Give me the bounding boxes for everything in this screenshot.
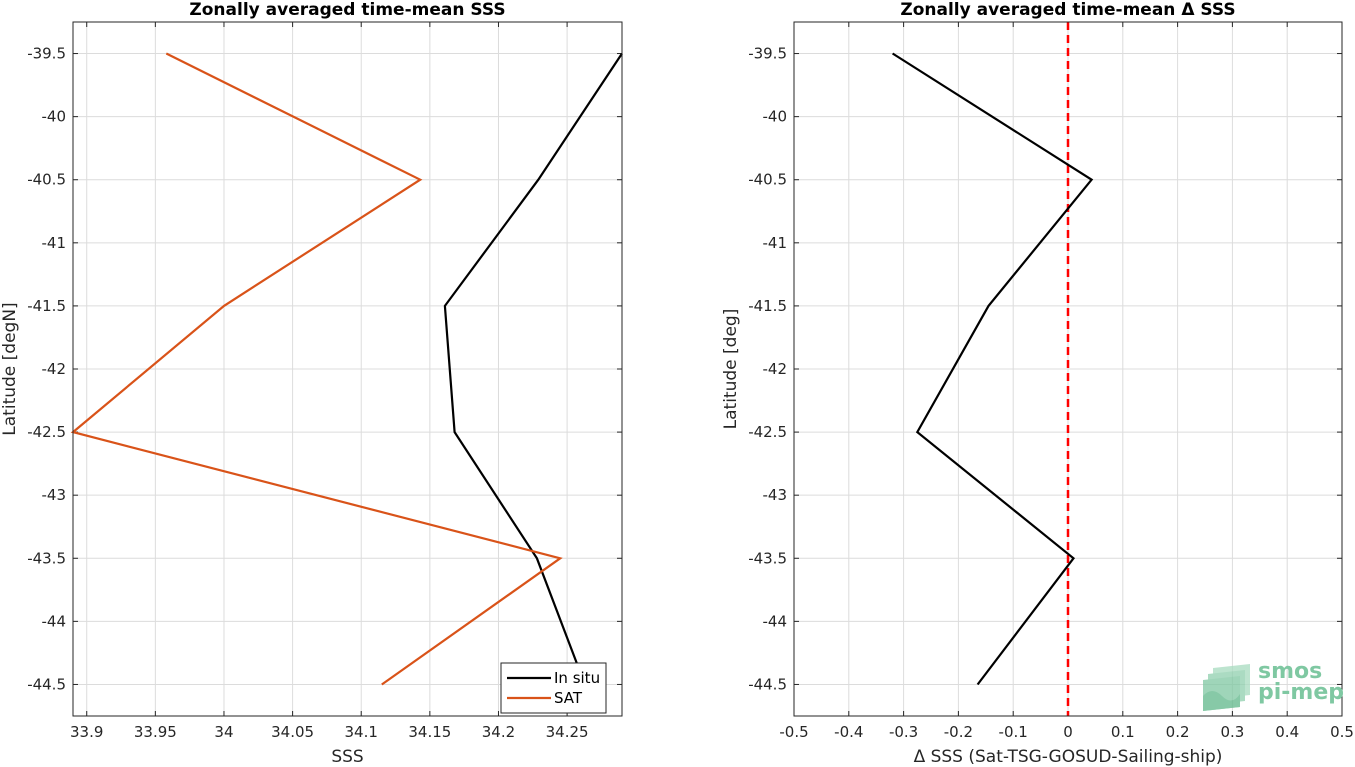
smos-pi-mep-logo: smos pi-mep — [1203, 659, 1344, 711]
legend-box — [500, 662, 607, 714]
series-line-0 — [892, 52, 1094, 686]
chart-title: Zonally averaged time-mean SSS — [189, 0, 505, 20]
x-tick-label: 0.4 — [1275, 723, 1299, 741]
x-tick-label: 33.95 — [134, 723, 177, 741]
y-tick-label: -43.5 — [748, 549, 787, 567]
y-tick-label: -42.5 — [27, 423, 66, 441]
axes-frame — [793, 21, 1343, 717]
y-tick-label: -42 — [763, 360, 788, 378]
y-axis-label: Latitude [degN] — [0, 302, 20, 435]
x-axis-label: Δ SSS (Sat-TSG-GOSUD-Sailing-ship) — [914, 747, 1223, 767]
y-tick-label: -42.5 — [748, 423, 787, 441]
x-tick-label: -0.3 — [889, 723, 918, 741]
y-tick-label: -41 — [763, 234, 788, 252]
x-tick-label: 0.2 — [1166, 723, 1190, 741]
y-axis-label: Latitude [deg] — [721, 309, 741, 430]
legend: In situ SAT — [500, 662, 607, 714]
x-axis-label: SSS — [331, 747, 363, 767]
y-tick-label: -41.5 — [748, 297, 787, 315]
y-tick-label: -40.5 — [748, 171, 787, 189]
x-tick-label: 34.25 — [546, 723, 589, 741]
chart-title: Zonally averaged time-mean Δ SSS — [900, 0, 1235, 20]
axes-frame — [72, 21, 623, 717]
delta-sss-panel: -0.5 -0.4 -0.3 -0.2 -0.1 0 0.1 0.2 0.3 0.4 0.5 -39.… — [721, 0, 1354, 767]
x-tick-label: 34.15 — [408, 723, 451, 741]
x-tick-label: -0.5 — [779, 723, 808, 741]
y-tick-label: -40.5 — [27, 171, 66, 189]
logo-text-line2: pi-mep — [1258, 680, 1344, 705]
x-tick-label: -0.2 — [944, 723, 973, 741]
x-tick-label: 0.3 — [1220, 723, 1244, 741]
x-tick-label: -0.4 — [834, 723, 863, 741]
y-tick-label: -44.5 — [27, 675, 66, 693]
x-tick-label: 0.1 — [1111, 723, 1135, 741]
legend-label: SAT — [554, 689, 583, 707]
sss-panel: 33.9 33.95 34 34.05 34.1 34.15 34.2 34.25 -39.5 -… — [0, 0, 623, 767]
y-tick-label: -39.5 — [748, 45, 787, 63]
x-tick-label: 33.9 — [70, 723, 103, 741]
legend-label: In situ — [554, 669, 600, 687]
x-tick-label: 0 — [1063, 723, 1073, 741]
y-tick-label: -40 — [42, 108, 67, 126]
y-tick-label: -39.5 — [27, 45, 66, 63]
x-tick-label: 34.1 — [345, 723, 378, 741]
y-tick-label: -41 — [42, 234, 67, 252]
y-tick-label: -43.5 — [27, 549, 66, 567]
series-line-1 — [70, 52, 563, 686]
x-tick-label: 34.05 — [271, 723, 314, 741]
y-tick-label: -42 — [42, 360, 67, 378]
y-tick-label: -44.5 — [748, 675, 787, 693]
y-tick-label: -44 — [763, 612, 788, 630]
y-tick-label: -43 — [763, 486, 788, 504]
series-line-0 — [443, 52, 623, 685]
x-tick-label: 0.5 — [1330, 723, 1354, 741]
x-tick-label: 34.2 — [482, 723, 515, 741]
x-tick-label: 34 — [214, 723, 233, 741]
logo-waves-icon — [1203, 664, 1250, 711]
y-tick-label: -41.5 — [27, 297, 66, 315]
x-tick-label: -0.1 — [999, 723, 1028, 741]
y-tick-label: -43 — [42, 486, 67, 504]
logo-text-line1: smos — [1258, 659, 1322, 684]
y-tick-label: -44 — [42, 612, 67, 630]
y-tick-label: -40 — [763, 108, 788, 126]
